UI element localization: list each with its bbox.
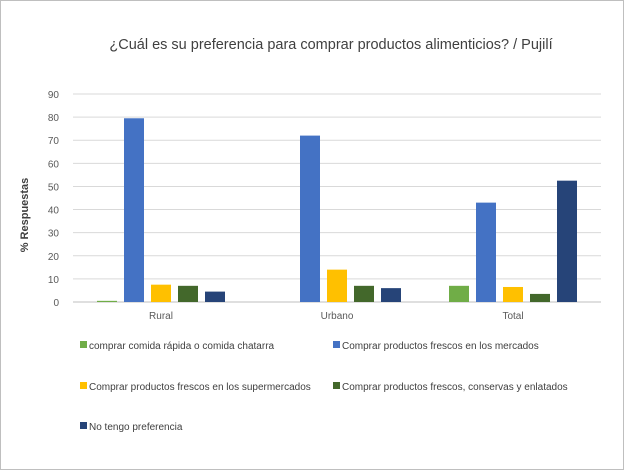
legend-label: No tengo preferencia [89, 422, 183, 433]
legend-swatch [333, 382, 340, 389]
y-tick-label: 50 [48, 182, 60, 193]
bar [381, 288, 401, 302]
bar [327, 269, 347, 302]
bar [354, 285, 374, 302]
legend-label: comprar comida rápida o comida chatarra [89, 341, 275, 352]
bar [557, 180, 577, 302]
bar [124, 118, 144, 303]
bar [503, 286, 523, 302]
y-tick-label: 80 [48, 113, 60, 124]
bar [476, 202, 496, 302]
y-tick-label: 20 [48, 252, 60, 263]
y-axis-ticks: 0 10 20 30 40 50 60 70 80 90 [48, 90, 60, 309]
bar [151, 284, 171, 302]
chart-title: ¿Cuál es su preferencia para comprar pro… [109, 37, 552, 53]
legend-swatch [80, 341, 87, 348]
x-axis-ticks: Rural Urbano Total [149, 311, 524, 322]
gridlines [73, 93, 601, 303]
y-tick-label: 60 [48, 159, 60, 170]
x-tick-label: Total [502, 311, 523, 322]
y-tick-label: 70 [48, 136, 60, 147]
y-axis-label: % Respuestas [19, 178, 31, 253]
x-tick-label: Urbano [321, 311, 354, 322]
y-tick-label: 40 [48, 206, 60, 217]
bar [300, 135, 320, 302]
legend-label: Comprar productos frescos, conservas y e… [342, 382, 568, 393]
bar [97, 300, 117, 302]
y-tick-label: 90 [48, 90, 60, 101]
bar [530, 293, 550, 302]
y-tick-label: 0 [53, 298, 59, 309]
legend-swatch [80, 422, 87, 429]
bar [205, 291, 225, 302]
bar [449, 285, 469, 302]
legend-label: Comprar productos frescos en los mercado… [342, 341, 539, 352]
legend: comprar comida rápida o comida chatarra C… [80, 341, 568, 433]
legend-label: Comprar productos frescos en los superme… [89, 382, 311, 393]
y-tick-label: 30 [48, 229, 60, 240]
legend-swatch [80, 382, 87, 389]
x-tick-label: Rural [149, 311, 173, 322]
legend-swatch [333, 341, 340, 348]
y-tick-label: 10 [48, 275, 60, 286]
bars [97, 118, 577, 303]
bar [178, 285, 198, 302]
